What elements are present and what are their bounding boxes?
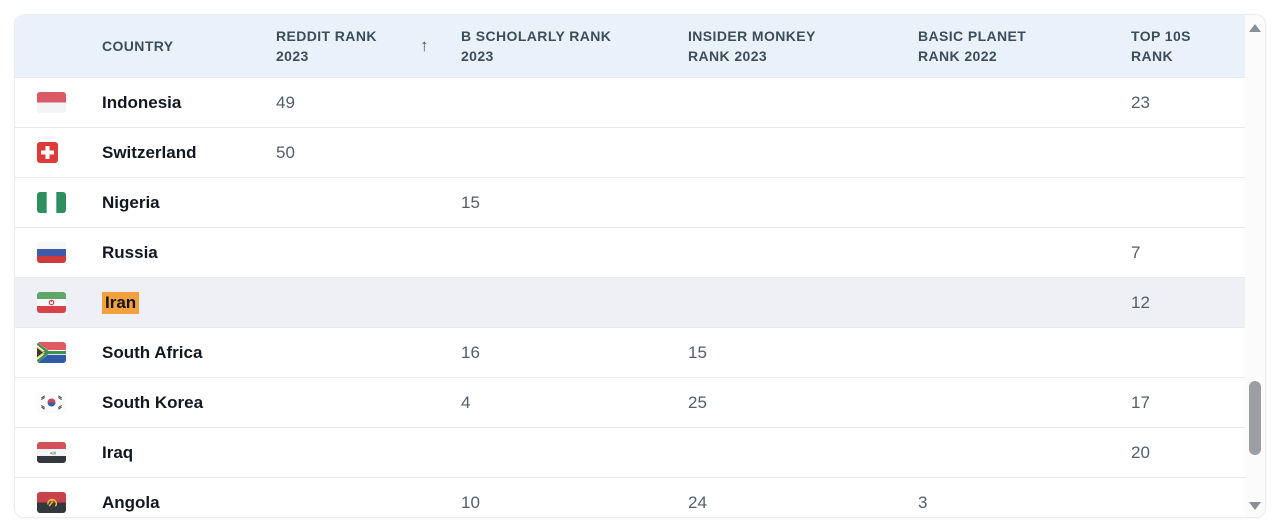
vertical-scrollbar[interactable]: [1245, 15, 1265, 517]
country-name: South Korea: [102, 392, 204, 412]
column-header-insider-monkey-label: INSIDER MONKEY RANK 2023: [688, 28, 816, 64]
country-name: Nigeria: [102, 192, 160, 212]
basic-planet-rank-value: 3: [918, 477, 1131, 517]
insider-monkey-rank-value: 15: [688, 327, 918, 378]
table-row[interactable]: Russia 7: [15, 227, 1265, 278]
column-header-basic-planet-rank[interactable]: BASIC PLANET RANK 2022: [918, 15, 1131, 78]
scrollbar-thumb[interactable]: [1249, 381, 1261, 455]
top-10s-rank-value: [1131, 327, 1265, 378]
b-scholarly-rank-value: [461, 127, 688, 178]
russia-flag: [37, 242, 66, 263]
scroll-up-button[interactable]: [1245, 19, 1265, 37]
table-row[interactable]: Switzerland 50: [15, 127, 1265, 178]
insider-monkey-rank-value: 24: [688, 477, 918, 517]
top-10s-rank-value: 23: [1131, 77, 1265, 128]
country-name: Switzerland: [102, 142, 197, 162]
table-row[interactable]: Nigeria 15: [15, 177, 1265, 228]
basic-planet-rank-value: [918, 127, 1131, 178]
column-header-basic-planet-label: BASIC PLANET RANK 2022: [918, 28, 1027, 64]
basic-planet-rank-value: [918, 177, 1131, 228]
country-name: Indonesia: [102, 92, 182, 112]
column-header-top-10s-rank[interactable]: TOP 10S RANK: [1131, 15, 1265, 78]
table-row[interactable]: Iran 12: [15, 277, 1265, 328]
column-header-insider-monkey-rank[interactable]: INSIDER MONKEY RANK 2023: [688, 15, 918, 78]
b-scholarly-rank-value: [461, 427, 688, 478]
south-korea-flag: [37, 392, 66, 413]
country-name: Iraq: [102, 442, 134, 462]
column-header-reddit-rank[interactable]: REDDIT RANK 2023 ↑: [276, 15, 461, 78]
table-row[interactable]: South Africa 16 15: [15, 327, 1265, 378]
table-row[interactable]: South Korea 4 25 17: [15, 377, 1265, 428]
column-header-b-scholarly-rank[interactable]: B SCHOLARLY RANK 2023: [461, 15, 688, 78]
scroll-up-icon: [1249, 24, 1261, 32]
indonesia-flag: [37, 92, 66, 113]
insider-monkey-rank-value: [688, 127, 918, 178]
reddit-rank-value: [276, 327, 461, 378]
switzerland-flag: [37, 142, 58, 163]
top-10s-rank-value: 12: [1131, 277, 1265, 328]
sort-ascending-icon[interactable]: ↑: [420, 36, 429, 55]
country-name: Iran: [102, 291, 140, 314]
b-scholarly-rank-value: 4: [461, 377, 688, 428]
b-scholarly-rank-value: 15: [461, 177, 688, 228]
reddit-rank-value: [276, 277, 461, 328]
column-header-top-10s-label: TOP 10S RANK: [1131, 28, 1191, 64]
basic-planet-rank-value: [918, 327, 1131, 378]
header-row: COUNTRY REDDIT RANK 2023 ↑ B SCHOLARLY R…: [15, 15, 1265, 78]
b-scholarly-rank-value: 10: [461, 477, 688, 517]
insider-monkey-rank-value: [688, 227, 918, 278]
column-header-country[interactable]: COUNTRY: [102, 15, 276, 78]
top-10s-rank-value: [1131, 127, 1265, 178]
insider-monkey-rank-value: 25: [688, 377, 918, 428]
scroll-down-icon: [1249, 502, 1261, 510]
country-name: South Africa: [102, 342, 203, 362]
insider-monkey-rank-value: [688, 177, 918, 228]
scroll-down-button[interactable]: [1245, 497, 1265, 515]
iran-flag: [37, 292, 66, 313]
table-row[interactable]: Angola 10 24 3: [15, 477, 1265, 517]
table-row[interactable]: Indonesia 49 23: [15, 77, 1265, 128]
country-name: Angola: [102, 492, 160, 512]
insider-monkey-rank-value: [688, 77, 918, 128]
reddit-rank-value: [276, 427, 461, 478]
table-row[interactable]: ﷲ Iraq 20: [15, 427, 1265, 478]
nigeria-flag: [37, 192, 66, 213]
basic-planet-rank-value: [918, 427, 1131, 478]
top-10s-rank-value: [1131, 177, 1265, 228]
reddit-rank-value: [276, 227, 461, 278]
insider-monkey-rank-value: [688, 427, 918, 478]
reddit-rank-value: [276, 477, 461, 517]
iraq-flag: ﷲ: [37, 442, 66, 463]
top-10s-rank-value: 17: [1131, 377, 1265, 428]
country-name: Russia: [102, 242, 158, 262]
insider-monkey-rank-value: [688, 277, 918, 328]
b-scholarly-rank-value: [461, 77, 688, 128]
top-10s-rank-value: 20: [1131, 427, 1265, 478]
basic-planet-rank-value: [918, 377, 1131, 428]
b-scholarly-rank-value: [461, 277, 688, 328]
reddit-rank-value: 50: [276, 127, 461, 178]
reddit-rank-value: 49: [276, 77, 461, 128]
reddit-rank-value: [276, 177, 461, 228]
column-header-reddit-label: REDDIT RANK 2023: [276, 28, 377, 64]
country-rankings-table: COUNTRY REDDIT RANK 2023 ↑ B SCHOLARLY R…: [15, 15, 1265, 517]
basic-planet-rank-value: [918, 77, 1131, 128]
top-10s-rank-value: 7: [1131, 227, 1265, 278]
basic-planet-rank-value: [918, 227, 1131, 278]
header-flag-spacer: [15, 15, 102, 78]
b-scholarly-rank-value: [461, 227, 688, 278]
basic-planet-rank-value: [918, 277, 1131, 328]
reddit-rank-value: [276, 377, 461, 428]
column-header-country-label: COUNTRY: [102, 38, 174, 54]
b-scholarly-rank-value: 16: [461, 327, 688, 378]
south-africa-flag: [37, 342, 66, 363]
rankings-table-card: COUNTRY REDDIT RANK 2023 ↑ B SCHOLARLY R…: [14, 14, 1266, 518]
column-header-b-scholarly-label: B SCHOLARLY RANK 2023: [461, 28, 612, 64]
top-10s-rank-value: [1131, 477, 1265, 517]
angola-flag: [37, 492, 66, 513]
